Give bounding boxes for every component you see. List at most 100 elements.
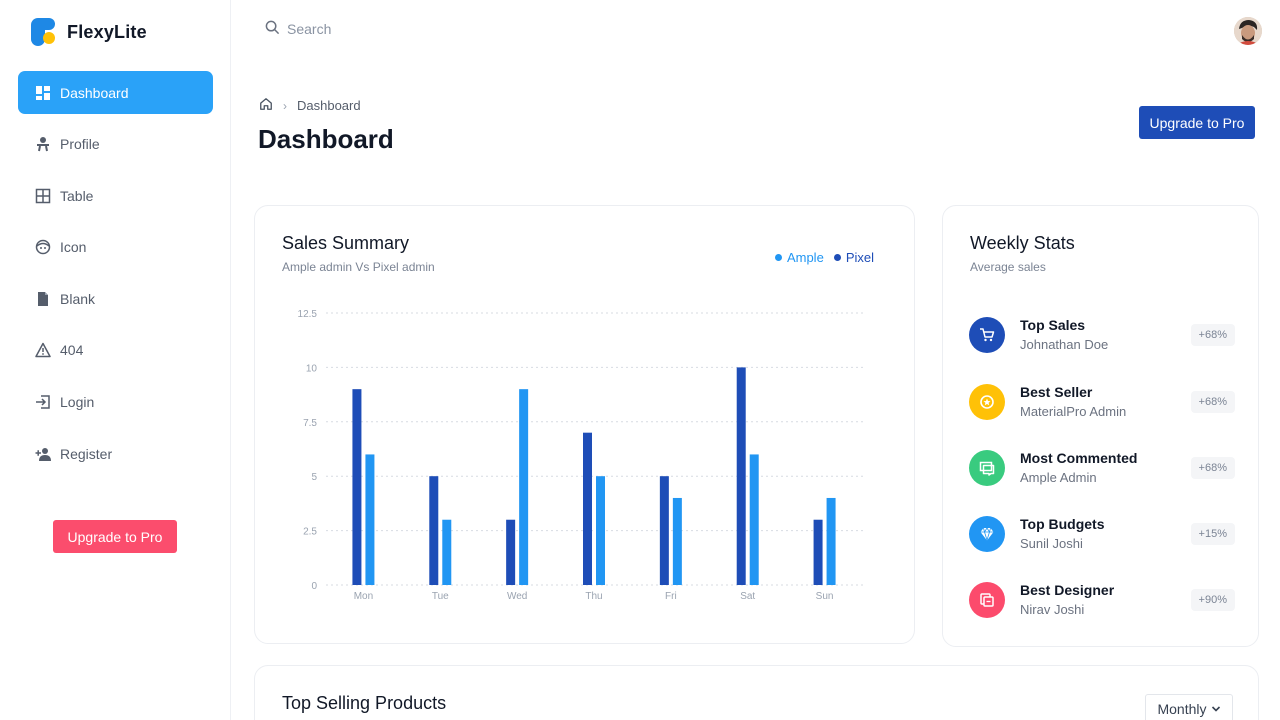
top-selling-card: Top Selling Products Monthly <box>254 665 1259 720</box>
sidebar-nav: Dashboard Profile Table Icon Blank <box>18 71 213 484</box>
x-tick-label: Sat <box>740 591 755 602</box>
stat-person: MaterialPro Admin <box>1020 404 1127 419</box>
sidebar-item-icon[interactable]: Icon <box>18 226 213 269</box>
sidebar-item-label: 404 <box>60 342 84 359</box>
stat-badge: +90% <box>1190 589 1235 611</box>
sidebar-item-profile[interactable]: Profile <box>18 123 213 166</box>
stat-name: Most Commented <box>1020 450 1138 466</box>
stat-item-most-commented[interactable]: Most Commented Ample Admin +68% <box>969 447 1235 491</box>
sidebar-item-label: Login <box>60 394 95 411</box>
x-tick-label: Mon <box>354 591 373 602</box>
bar-ample-sat[interactable] <box>749 454 759 585</box>
bar-pixel-sat[interactable] <box>736 367 746 585</box>
stat-name: Best Seller <box>1020 384 1093 400</box>
add-person-icon <box>35 446 51 462</box>
logo-icon <box>31 18 55 46</box>
chevron-down-icon <box>1211 701 1221 717</box>
sidebar: FlexyLite Dashboard Profile Table Icon <box>0 0 231 720</box>
chart-legend: Ample Pixel <box>774 250 874 265</box>
legend-item-pixel: Pixel <box>833 250 874 265</box>
bar-ample-mon[interactable] <box>365 454 375 585</box>
stat-badge: +68% <box>1190 391 1235 413</box>
x-tick-label: Sun <box>816 591 834 602</box>
sidebar-item-label: Icon <box>60 239 87 256</box>
x-tick-label: Tue <box>432 591 449 602</box>
sidebar-item-blank[interactable]: Blank <box>18 277 213 320</box>
card-title: Weekly Stats <box>970 233 1075 253</box>
y-tick-label: 2.5 <box>303 527 317 538</box>
stat-name: Top Sales <box>1020 317 1086 333</box>
breadcrumb: › Dashboard <box>259 97 361 114</box>
bar-pixel-sun[interactable] <box>813 519 823 585</box>
search-input[interactable]: Search <box>287 21 332 37</box>
y-tick-label: 5 <box>311 472 317 483</box>
login-icon <box>35 394 51 410</box>
brand-logo[interactable]: FlexyLite <box>31 18 147 46</box>
x-tick-label: Wed <box>507 591 527 602</box>
stat-name: Best Designer <box>1020 582 1115 598</box>
warning-icon <box>35 342 51 358</box>
bar-pixel-thu[interactable] <box>583 432 592 585</box>
card-title: Top Selling Products <box>282 693 447 713</box>
y-tick-label: 7.5 <box>303 418 317 429</box>
sidebar-item-label: Register <box>60 445 113 462</box>
y-tick-label: 0 <box>311 581 317 592</box>
card-subtitle: Ample admin Vs Pixel admin <box>282 260 435 274</box>
legend-dot <box>833 254 841 261</box>
sales-summary-card: Sales Summary Ample admin Vs Pixel admin… <box>254 205 915 644</box>
x-tick-label: Thu <box>585 591 602 602</box>
home-icon[interactable] <box>259 97 273 114</box>
stat-badge: +68% <box>1190 457 1235 479</box>
sidebar-item-register[interactable]: Register <box>18 432 213 475</box>
legend-item-ample: Ample <box>774 250 824 265</box>
copy-icon <box>969 582 1005 618</box>
sidebar-item-404[interactable]: 404 <box>18 329 213 372</box>
stat-item-best-designer[interactable]: Best Designer Nirav Joshi +90% <box>969 579 1235 623</box>
sidebar-item-login[interactable]: Login <box>18 381 213 424</box>
card-subtitle: Average sales <box>970 260 1046 274</box>
diamond-icon <box>969 516 1005 552</box>
bar-pixel-mon[interactable] <box>352 389 362 585</box>
stat-person: Ample Admin <box>1020 470 1097 485</box>
header-upgrade-button[interactable]: Upgrade to Pro <box>1139 106 1255 139</box>
sidebar-item-dashboard[interactable]: Dashboard <box>18 71 213 114</box>
stat-item-top-budgets[interactable]: Top Budgets Sunil Joshi +15% <box>969 513 1235 557</box>
x-tick-label: Fri <box>665 591 677 602</box>
sales-bar-chart: 0 2.5 5 7.5 10 12.5 Mon Tue Wed Thu Fri Sat Sun <box>298 309 864 602</box>
bar-ample-fri[interactable] <box>672 497 682 585</box>
search-bar[interactable]: Search <box>265 20 331 38</box>
face-icon <box>35 239 51 255</box>
avatar[interactable] <box>1234 17 1262 45</box>
bar-ample-sun[interactable] <box>826 497 836 585</box>
y-tick-label: 10 <box>306 363 318 374</box>
stat-badge: +68% <box>1190 324 1235 346</box>
search-icon <box>265 20 280 38</box>
stat-badge: +15% <box>1190 523 1235 545</box>
stat-item-best-seller[interactable]: Best Seller MaterialPro Admin +68% <box>969 381 1235 425</box>
bar-pixel-wed[interactable] <box>506 519 516 585</box>
bar-ample-thu[interactable] <box>596 476 605 585</box>
brand-name: FlexyLite <box>67 21 147 42</box>
period-select-value: Monthly <box>1157 701 1207 717</box>
weekly-stats-card: Weekly Stats Average sales Top Sales Joh… <box>942 205 1259 647</box>
bar-ample-tue[interactable] <box>442 519 452 585</box>
card-title: Sales Summary <box>282 233 410 253</box>
sidebar-upgrade-button[interactable]: Upgrade to Pro <box>53 520 177 553</box>
profile-icon <box>35 136 51 152</box>
bar-ample-wed[interactable] <box>519 389 529 585</box>
file-icon <box>35 291 51 307</box>
sidebar-item-label: Profile <box>60 136 100 153</box>
bar-pixel-tue[interactable] <box>429 476 439 585</box>
breadcrumb-current: Dashboard <box>297 98 361 113</box>
star-icon <box>969 384 1005 420</box>
period-select[interactable]: Monthly <box>1145 694 1233 720</box>
stat-name: Top Budgets <box>1020 516 1105 532</box>
dashboard-icon <box>35 85 51 101</box>
sidebar-item-label: Dashboard <box>60 84 129 101</box>
bar-pixel-fri[interactable] <box>659 476 669 585</box>
cart-icon <box>969 317 1005 353</box>
chevron-right-icon: › <box>283 98 287 113</box>
sidebar-item-table[interactable]: Table <box>18 174 213 217</box>
y-tick-label: 12.5 <box>298 309 318 320</box>
stat-item-top-sales[interactable]: Top Sales Johnathan Doe +68% <box>969 314 1235 358</box>
